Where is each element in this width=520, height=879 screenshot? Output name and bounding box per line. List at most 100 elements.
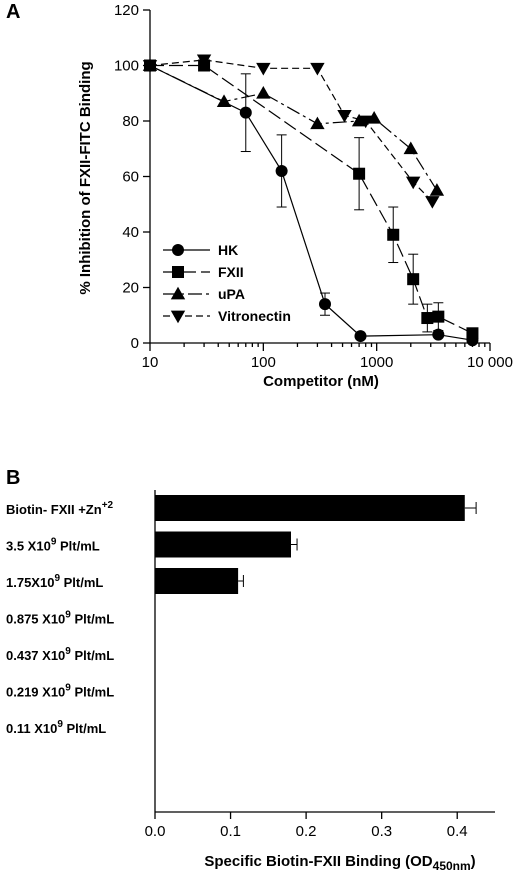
bar [155, 531, 291, 558]
panel-a-y-tick-label: 0 [131, 335, 139, 352]
legend-marker-upa [170, 286, 186, 300]
series-fxii-point [407, 273, 420, 286]
panel-b-x-axis-label-end: ) [471, 853, 476, 870]
panel-a-x-axis-label: Competitor (nM) [263, 373, 379, 390]
series-fxii-point [387, 228, 400, 241]
series-hk-line [149, 64, 473, 341]
series-hk-point [275, 164, 288, 177]
panel-a: A 0 20 40 60 80 100 120 10 100 1000 10 000 HK FXII u… [6, 1, 513, 390]
panel-a-x-tick-label: 1000 [360, 354, 393, 371]
bar [155, 568, 239, 594]
category-label-base: Biotin- FXII +Zn [6, 502, 102, 517]
category-label: 0.437 X109 Plt/mL [6, 646, 114, 663]
panel-a-y-tick-label: 40 [122, 224, 139, 241]
category-label-sup: 9 [57, 719, 63, 730]
panel-a-y-tick-label: 100 [114, 58, 139, 75]
series-fxii-point [432, 310, 445, 323]
legend-marker-hk [172, 244, 184, 256]
panel-a-y-axis-label: % Inhibition of FXII-FITC Binding [77, 61, 94, 294]
category-label: 0.219 X109 Plt/mL [6, 683, 114, 700]
series-hk-point [354, 330, 367, 343]
panel-a-x-tick-label: 10 000 [467, 354, 513, 371]
panel-a-y-tick-label: 20 [122, 280, 139, 297]
series-upa-point [310, 116, 325, 130]
legend-marker-vitronectin [170, 310, 186, 324]
category-label-base: 0.219 X10 [6, 685, 65, 700]
panel-b-x-tick-label: 0.0 [145, 823, 166, 840]
panel-b-category-labels: Biotin- FXII +Zn+23.5 X109 Plt/mL1.75X10… [6, 500, 114, 736]
panel-b: B 0.0 0.1 0.2 0.3 0.4 Biotin- FXII +Zn+2 3.5 … [6, 467, 495, 873]
series-vitronectin-point [405, 176, 421, 190]
category-label-base: 0.875 X10 [6, 612, 65, 627]
series-fxii-point [466, 327, 479, 340]
series-upa-line [149, 64, 438, 191]
series-upa-point [216, 94, 232, 107]
legend-marker-fxii [172, 266, 184, 278]
series-vitronectin-point [358, 115, 373, 129]
category-label-sup: 9 [54, 573, 60, 584]
category-label-sup: 9 [65, 610, 71, 621]
category-label-base: 0.11 X10 [6, 721, 57, 736]
panel-a-x-tick-label: 10 [142, 354, 159, 371]
panel-b-x-tick-label: 0.4 [447, 823, 468, 840]
series-upa-point [351, 113, 367, 127]
series-fxii-point [421, 312, 434, 325]
legend-label-fxii: FXII [218, 264, 244, 280]
category-label-tail: Plt/mL [60, 575, 103, 590]
series-vitronectin [142, 54, 440, 209]
panel-a-letter: A [6, 1, 20, 23]
panel-b-x-axis-label-main: Specific Biotin-FXII Binding (OD [204, 853, 432, 870]
bar [155, 495, 465, 521]
legend-label-upa: uPA [218, 286, 245, 302]
series-vitronectin-point [310, 62, 325, 76]
category-label: Biotin- FXII +Zn+2 [6, 500, 114, 517]
panel-b-x-tick-label: 0.2 [296, 823, 317, 840]
category-label-base: 1.75X10 [6, 575, 54, 590]
panel-a-series [142, 54, 479, 347]
panel-a-y-tick-label: 80 [122, 113, 139, 130]
panel-a-axes: 0 20 40 60 80 100 120 10 100 1000 10 000 [114, 2, 513, 371]
series-vitronectin-point [142, 60, 158, 73]
series-upa-point [366, 111, 382, 124]
category-label-tail: Plt/mL [56, 539, 99, 554]
category-label-sup: 9 [65, 683, 71, 694]
category-label-base: 3.5 X10 [6, 539, 51, 554]
panel-a-y-tick-label: 60 [122, 169, 139, 186]
series-vitronectin-point [425, 196, 440, 209]
series-fxii-point [353, 167, 366, 180]
legend-label-hk: HK [218, 242, 238, 258]
series-upa-point [429, 183, 445, 196]
series-vitronectin-point [256, 62, 271, 76]
panel-b-bars [155, 495, 477, 594]
series-vitronectin-point [196, 54, 212, 68]
panel-a-x-tick-label: 100 [251, 354, 276, 371]
category-label-tail: Plt/mL [63, 721, 106, 736]
panel-b-x-tick-label: 0.1 [220, 823, 241, 840]
series-fxii-line [150, 64, 473, 334]
series-hk-point [239, 106, 252, 119]
category-label-base: 0.437 X10 [6, 648, 65, 663]
series-upa-point [256, 86, 271, 99]
legend-label-vitronectin: Vitronectin [218, 308, 291, 324]
series-upa [142, 58, 445, 196]
series-hk [144, 59, 479, 347]
panel-b-letter: B [6, 467, 20, 489]
category-label-sup: 9 [51, 537, 57, 548]
series-upa-point [403, 141, 418, 155]
category-label-sup: 9 [65, 646, 71, 657]
category-label: 1.75X109 Plt/mL [6, 573, 103, 590]
category-label: 3.5 X109 Plt/mL [6, 537, 100, 554]
category-label-tail: Plt/mL [71, 685, 114, 700]
series-vitronectin-line [149, 59, 433, 202]
category-label-tail: Plt/mL [71, 612, 114, 627]
panel-a-legend: HK FXII uPA Vitronectin [163, 242, 291, 324]
panel-b-x-axis-label-sub: 450nm [433, 859, 471, 873]
panel-a-y-tick-label: 120 [114, 2, 139, 19]
panel-b-x-axis-label: Specific Biotin-FXII Binding (OD450nm) [204, 853, 475, 873]
category-label: 0.11 X109 Plt/mL [6, 719, 106, 736]
series-hk-point [318, 298, 331, 311]
category-label: 0.875 X109 Plt/mL [6, 610, 114, 627]
category-label-tail: Plt/mL [71, 648, 114, 663]
panel-b-x-tick-label: 0.3 [371, 823, 392, 840]
